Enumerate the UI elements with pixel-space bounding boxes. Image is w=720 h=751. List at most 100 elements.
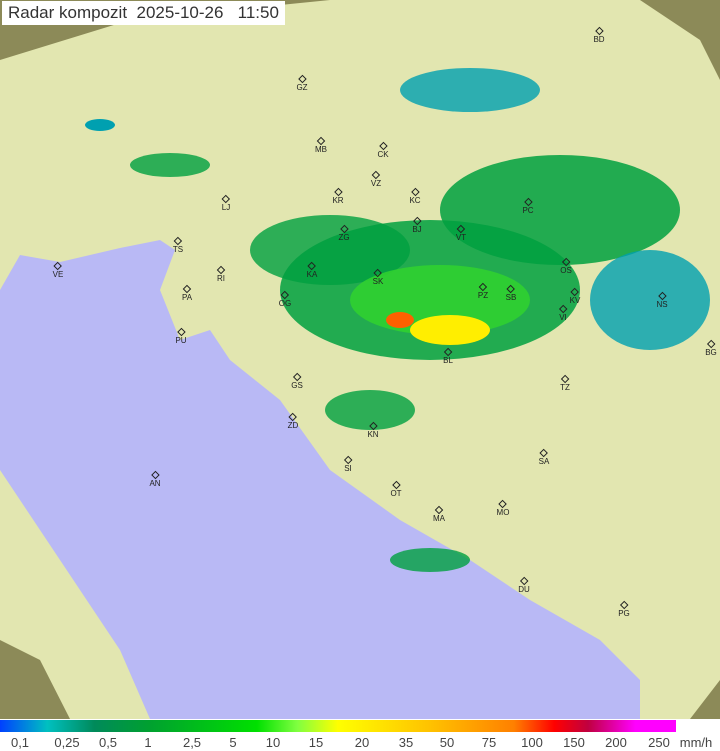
city-marker-icon	[221, 194, 231, 204]
city-label: KN	[367, 421, 379, 439]
city-code: PA	[181, 293, 193, 302]
city-label: BJ	[412, 216, 422, 234]
scale-label: 35	[398, 735, 414, 750]
city-label: KA	[306, 261, 318, 279]
city-label: PC	[522, 197, 534, 215]
city-code: VI	[559, 313, 567, 322]
city-code: PG	[618, 609, 630, 618]
city-code: KC	[409, 196, 421, 205]
city-code: SK	[372, 277, 384, 286]
city-code: OS	[560, 266, 572, 275]
scale-label: 250	[648, 735, 670, 750]
city-label: NS	[656, 291, 668, 309]
city-code: KV	[569, 296, 581, 305]
city-label: PA	[181, 284, 193, 302]
city-code: NS	[656, 300, 668, 309]
city-label: GS	[291, 372, 303, 390]
city-marker-icon	[523, 197, 533, 207]
city-label: VE	[53, 261, 63, 279]
city-label: KV	[569, 287, 581, 305]
scale-label: 5	[229, 735, 237, 750]
city-label: BG	[705, 339, 717, 357]
city-code: CK	[377, 150, 389, 159]
scale-label: 1	[144, 735, 152, 750]
city-code: SB	[505, 293, 517, 302]
city-code: PC	[522, 206, 534, 215]
scale-label: 10	[265, 735, 281, 750]
scale-label: 100	[521, 735, 543, 750]
city-label: SI	[343, 455, 353, 473]
city-marker-icon	[443, 347, 453, 357]
city-code: GS	[291, 381, 303, 390]
city-marker-icon	[371, 170, 381, 180]
city-code: AN	[149, 479, 161, 488]
city-code: MO	[496, 508, 510, 517]
city-label: MB	[315, 136, 327, 154]
city-code: BJ	[412, 225, 422, 234]
city-marker-icon	[498, 499, 508, 509]
city-marker-icon	[173, 236, 183, 246]
city-code: RI	[217, 274, 225, 283]
city-code: KR	[332, 196, 344, 205]
city-label: OT	[390, 480, 402, 498]
city-label: KC	[409, 187, 421, 205]
city-code: PU	[175, 336, 187, 345]
city-label: RI	[216, 265, 226, 283]
city-marker-icon	[176, 327, 186, 337]
scale-label: 50	[439, 735, 455, 750]
city-code: LJ	[221, 203, 231, 212]
city-marker-icon	[280, 290, 290, 300]
city-label: LJ	[221, 194, 231, 212]
city-marker-icon	[519, 576, 529, 586]
city-label: ZD	[288, 412, 298, 430]
city-marker-icon	[339, 224, 349, 234]
scale-label: 15	[308, 735, 324, 750]
scale-label: 20	[354, 735, 370, 750]
city-code: SI	[344, 464, 352, 473]
city-label: BL	[443, 347, 453, 365]
city-code: TZ	[560, 383, 570, 392]
city-label: GZ	[296, 74, 308, 92]
city-code: SA	[538, 457, 550, 466]
city-marker-icon	[434, 505, 444, 515]
city-code: BL	[443, 356, 453, 365]
scale-unit: mm/h	[679, 735, 713, 750]
city-marker-icon	[657, 291, 667, 301]
city-code: PZ	[477, 291, 489, 300]
scale-label: 0,25	[54, 735, 80, 750]
city-marker-icon	[570, 287, 580, 297]
city-marker-icon	[539, 448, 549, 458]
city-code: VZ	[370, 179, 382, 188]
city-marker-icon	[288, 412, 298, 422]
city-label: VT	[455, 224, 467, 242]
city-label: TS	[172, 236, 184, 254]
scale-label: 150	[563, 735, 585, 750]
city-marker-icon	[373, 268, 383, 278]
city-code: KA	[306, 270, 318, 279]
city-marker-icon	[560, 374, 570, 384]
city-label: KR	[332, 187, 344, 205]
city-code: KN	[367, 430, 379, 439]
city-label: PZ	[477, 282, 489, 300]
city-code: ZG	[338, 233, 350, 242]
city-marker-icon	[561, 257, 571, 267]
city-marker-icon	[594, 26, 604, 36]
scale-label: 2,5	[182, 735, 202, 750]
city-label: PU	[175, 327, 187, 345]
city-code: TS	[172, 245, 184, 254]
city-marker-icon	[506, 284, 516, 294]
city-marker-icon	[706, 339, 716, 349]
city-code: MA	[433, 514, 445, 523]
city-label: OS	[560, 257, 572, 275]
city-label: MA	[433, 505, 445, 523]
scale-label: 200	[605, 735, 627, 750]
city-marker-icon	[333, 187, 343, 197]
city-code: DU	[518, 585, 530, 594]
city-label: AN	[149, 470, 161, 488]
city-label: VI	[558, 304, 568, 322]
city-code: VT	[455, 233, 467, 242]
city-label: SA	[538, 448, 550, 466]
city-marker-icon	[619, 600, 629, 610]
scale-label: 0,1	[10, 735, 30, 750]
